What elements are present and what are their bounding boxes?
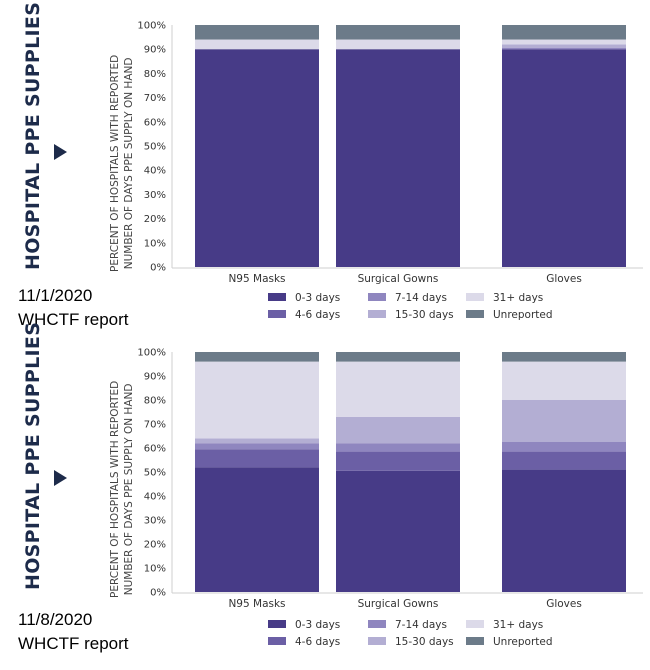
bar-segment-31-days <box>336 361 460 417</box>
y-tick-label: 50% <box>144 142 166 153</box>
legend-swatch <box>268 293 286 301</box>
bar-segment-31-days <box>336 39 460 50</box>
bar-segment-0-3-days <box>336 49 460 268</box>
x-tick-label: Surgical Gowns <box>358 273 439 285</box>
x-tick-label: Gloves <box>546 598 582 610</box>
legend-swatch <box>466 620 484 628</box>
legend-label: 4-6 days <box>295 309 340 321</box>
bar-segment-15-30-days <box>336 416 460 444</box>
caption-text-2: WHCTF report <box>18 634 129 653</box>
bar-segment-unreported <box>336 352 460 362</box>
bar-segment-7-14-days <box>502 47 626 50</box>
y-tick-label: 90% <box>144 45 166 56</box>
legend-label: 31+ days <box>493 292 543 304</box>
bar-segment-0-3-days <box>195 49 319 268</box>
x-tick-label: N95 Masks <box>228 598 285 610</box>
x-tick-label: Surgical Gowns <box>358 598 439 610</box>
bar-segment-4-6-days <box>502 451 626 470</box>
caption-2: 11/8/2020 WHCTF report <box>18 608 129 656</box>
y-tick-label: 0% <box>150 588 166 599</box>
legend-label: 31+ days <box>493 619 543 631</box>
legend-swatch <box>268 310 286 318</box>
y-tick-label: 90% <box>144 372 166 383</box>
legend-swatch <box>368 293 386 301</box>
bar-segment-unreported <box>336 25 460 40</box>
bar-segment-31-days <box>195 39 319 50</box>
legend-swatch <box>268 620 286 628</box>
bar-segment-unreported <box>195 25 319 40</box>
x-tick-label: N95 Masks <box>228 273 285 285</box>
y-tick-label: 70% <box>144 420 166 431</box>
bar-segment-4-6-days <box>336 451 460 471</box>
bar-segment-unreported <box>195 352 319 362</box>
legend-label: 7-14 days <box>395 619 447 631</box>
bar-segment-15-30-days <box>502 400 626 442</box>
bar-segment-15-30-days <box>502 44 626 48</box>
y-tick-label: 10% <box>144 564 166 575</box>
y-tick-label: 60% <box>144 444 166 455</box>
y-tick-label: 80% <box>144 69 166 80</box>
bar-segment-0-3-days <box>502 49 626 268</box>
bar-segment-unreported <box>502 25 626 40</box>
y-tick-label: 30% <box>144 190 166 201</box>
arrow-right-icon-1 <box>54 144 67 160</box>
bar-segment-unreported <box>502 352 626 362</box>
legend-label: 7-14 days <box>395 292 447 304</box>
legend-swatch <box>368 310 386 318</box>
legend-label: Unreported <box>493 309 553 321</box>
legend-swatch <box>466 637 484 645</box>
bar-segment-7-14-days <box>195 443 319 450</box>
y-tick-label: 40% <box>144 166 166 177</box>
legend-label: 4-6 days <box>295 636 340 648</box>
y-tick-label: 100% <box>137 21 166 32</box>
legend-swatch <box>466 293 484 301</box>
y-tick-label: 0% <box>150 263 166 274</box>
legend-label: 0-3 days <box>295 619 340 631</box>
bar-segment-0-3-days <box>195 467 319 592</box>
bar-segment-15-30-days <box>195 438 319 444</box>
bar-segment-4-6-days <box>195 449 319 468</box>
y-tick-label: 20% <box>144 214 166 225</box>
legend-label: 0-3 days <box>295 292 340 304</box>
y-tick-label: 40% <box>144 492 166 503</box>
caption-date-1: 11/1/2020 <box>18 286 93 305</box>
y-tick-label: 100% <box>137 348 166 359</box>
y-tick-label: 60% <box>144 117 166 128</box>
legend-swatch <box>466 310 484 318</box>
bar-segment-31-days <box>502 361 626 400</box>
bar-segment-0-3-days <box>336 470 460 592</box>
arrow-right-icon-2 <box>54 470 67 486</box>
legend-swatch <box>368 637 386 645</box>
bar-segment-31-days <box>502 39 626 45</box>
bar-segment-0-3-days <box>502 469 626 592</box>
y-tick-label: 20% <box>144 540 166 551</box>
stacked-bar-chart-2: 0% 10% 20% 30% 40% 50% 60% 70% 80% 90% 100% N95 Mas… <box>137 348 643 648</box>
stacked-bar-chart-1: 0% 10% 20% 30% 40% 50% 60% 70% 80% 90% 100% N95 Mas… <box>137 21 643 321</box>
legend-swatch <box>368 620 386 628</box>
y-tick-label: 80% <box>144 396 166 407</box>
legend-label: 15-30 days <box>395 636 454 648</box>
bar-segment-7-14-days <box>336 443 460 452</box>
bar-segment-31-days <box>195 361 319 439</box>
legend-label: 15-30 days <box>395 309 454 321</box>
y-tick-label: 10% <box>144 238 166 249</box>
x-tick-label: Gloves <box>546 273 582 285</box>
caption-text-1: WHCTF report <box>18 310 129 329</box>
caption-1: 11/1/2020 WHCTF report <box>18 284 129 332</box>
y-tick-label: 70% <box>144 93 166 104</box>
caption-date-2: 11/8/2020 <box>18 610 93 629</box>
y-tick-label: 50% <box>144 468 166 479</box>
legend-label: Unreported <box>493 636 553 648</box>
bar-segment-7-14-days <box>502 442 626 452</box>
legend-swatch <box>268 637 286 645</box>
y-tick-label: 30% <box>144 516 166 527</box>
